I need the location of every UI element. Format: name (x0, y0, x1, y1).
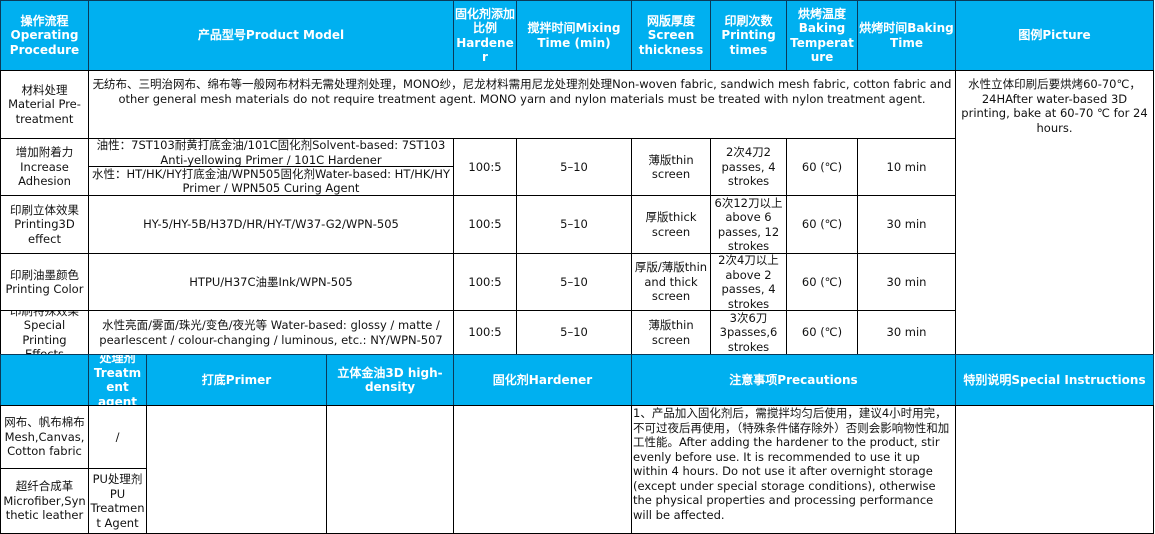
header2-blank (0, 354, 89, 406)
header-temp: 烘烤温度Baking Temperature (786, 0, 858, 71)
header-hardener: 固化剂添加比例Hardener (453, 0, 517, 71)
row-temp: 60 (℃) (786, 138, 858, 196)
header-picture: 图例Picture (955, 0, 1154, 71)
material-name: 网布、帆布棉布Mesh,Canvas, Cotton fabric (0, 405, 89, 469)
header2-special: 特别说明Special Instructions (955, 354, 1154, 406)
row-temp: 60 (℃) (786, 253, 858, 311)
row-screen: 厚版/薄版thin and thick screen (631, 253, 711, 311)
header2-3d: 立体金油3D high-density (326, 354, 454, 406)
row-model-solvent: 油性：7ST103耐黄打底金油/101C固化剂Solvent-based: 7S… (88, 138, 454, 167)
row-printing: 6次12刀以上above 6 passes, 12 strokes (710, 195, 787, 254)
row-procedure: 印刷油墨颜色Printing Color (0, 253, 89, 311)
row-model: HTPU/H37C油墨Ink/WPN-505 (88, 253, 454, 311)
row-hardener: 100:5 (453, 138, 517, 196)
material-name: 超纤合成革Microfiber,Synthetic leather (0, 468, 89, 534)
row-procedure: 印刷特殊效果Special Printing Effects (0, 310, 89, 355)
material-treatment: PU处理剂PU Treatment Agent (88, 468, 147, 534)
row-model: 水性亮面/雾面/珠光/变色/夜光等 Water-based: glossy / … (88, 310, 454, 355)
row-screen: 薄版thin screen (631, 310, 711, 355)
row-time: 10 min (857, 138, 956, 196)
row-printing: 3次6刀3passes,6 strokes (710, 310, 787, 355)
row-printing: 2次4刀2 passes, 4 strokes (710, 138, 787, 196)
header2-hardener: 固化剂Hardener (453, 354, 632, 406)
header-mixing: 搅拌时间Mixing Time (min) (516, 0, 632, 71)
row-mixing: 5–10 (516, 253, 632, 311)
header2-primer: 打底Primer (146, 354, 327, 406)
row-time: 30 min (857, 253, 956, 311)
row-printing: 2次4刀以上above 2 passes, 4 strokes (710, 253, 787, 311)
header-procedure: 操作流程 Operating Procedure (0, 0, 89, 71)
header2-precautions: 注意事项Precautions (631, 354, 956, 406)
precautions-text: 1、产品加入固化剂后，需搅拌均匀后使用，建议4小时用完，不可过夜后再使用，（特殊… (631, 405, 956, 534)
header-screen: 网版厚度Screen thickness (631, 0, 711, 71)
row-hardener: 100:5 (453, 253, 517, 311)
material-treatment: / (88, 405, 147, 469)
hardener-cell (453, 405, 632, 534)
row-mixing: 5–10 (516, 138, 632, 196)
row-model: 无纺布、三明治网布、绵布等一般网布材料无需处理剂处理，MONO纱，尼龙材料需用尼… (88, 70, 956, 139)
row-model-water: 水性：HT/HK/HY打底金油/WPN505固化剂Water-based: HT… (88, 166, 454, 196)
row-model: HY-5/HY-5B/H37D/HR/HY-T/W37-G2/WPN-505 (88, 195, 454, 254)
header-printing: 印刷次数Printing times (710, 0, 787, 71)
row-screen: 厚版thick screen (631, 195, 711, 254)
header-model: 产品型号Product Model (88, 0, 454, 71)
primer-cell (146, 405, 327, 534)
row-time: 30 min (857, 195, 956, 254)
row-procedure: 增加附着力Increase Adhesion (0, 138, 89, 196)
row-procedure: 印刷立体效果Printing3D effect (0, 195, 89, 254)
row-hardener: 100:5 (453, 195, 517, 254)
row-temp: 60 (℃) (786, 195, 858, 254)
row-procedure: 材料处理 Material Pre-treatment (0, 70, 89, 139)
row-time: 30 min (857, 310, 956, 355)
row-hardener: 100:5 (453, 310, 517, 355)
header2-treatment: 处理剂Treatment agent (88, 354, 147, 406)
row-mixing: 5–10 (516, 195, 632, 254)
header-time: 烘烤时间Baking Time (857, 0, 956, 71)
row-mixing: 5–10 (516, 310, 632, 355)
row-temp: 60 (℃) (786, 310, 858, 355)
special-cell (955, 405, 1154, 534)
3d-cell (326, 405, 454, 534)
row-screen: 薄版thin screen (631, 138, 711, 196)
picture-note: 水性立体印刷后要烘烤60-70℃，24HAfter water-based 3D… (955, 70, 1154, 355)
